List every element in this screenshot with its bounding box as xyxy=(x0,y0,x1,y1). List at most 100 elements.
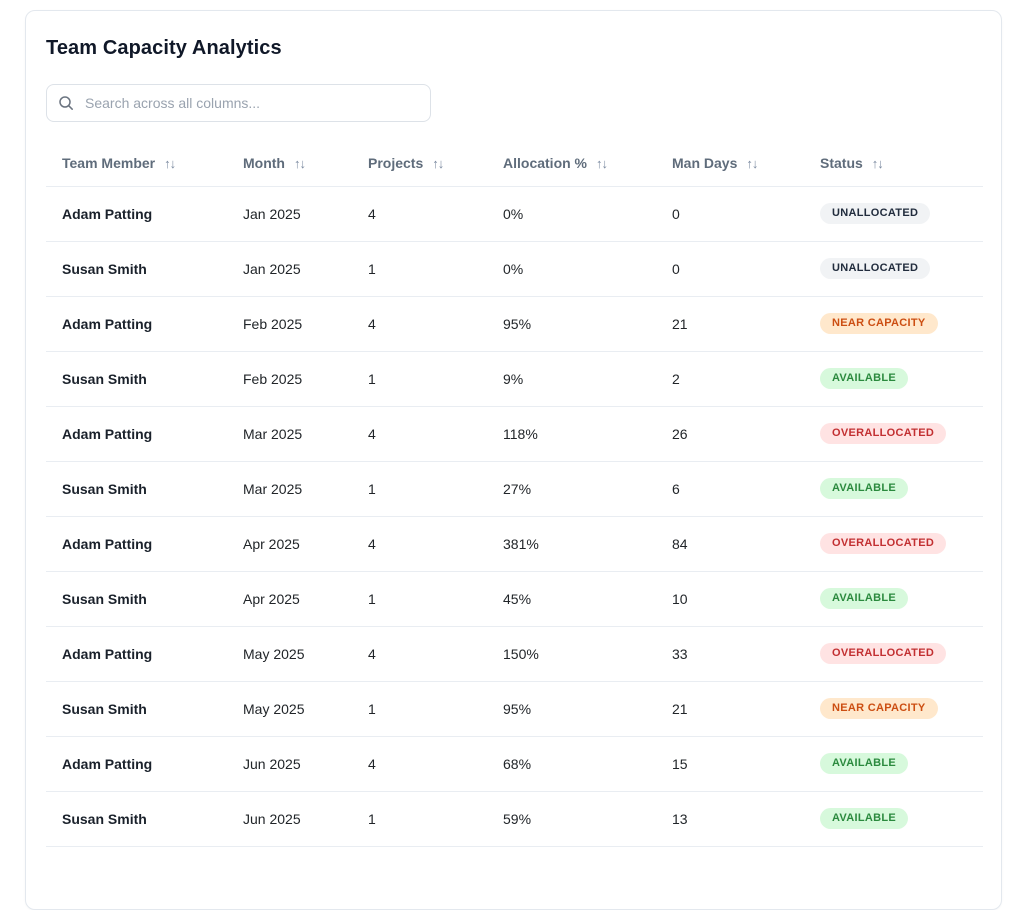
cell-man-days: 13 xyxy=(672,810,688,827)
cell-status: UNALLOCATED xyxy=(804,186,983,241)
cell-allocation: 45% xyxy=(503,590,532,607)
cell-projects: 1 xyxy=(368,370,376,387)
cell-man-days: 21 xyxy=(672,700,688,717)
cell-projects: 4 xyxy=(368,315,376,332)
cell-projects: 4 xyxy=(368,425,376,442)
cell-projects: 4 xyxy=(368,205,376,222)
cell-team-member: Susan Smith xyxy=(62,590,147,607)
cell-month: Apr 2025 xyxy=(243,535,300,552)
table-row: Adam Patting Jun 2025 4 68% 15 AVAILABLE xyxy=(46,736,983,791)
cell-status: AVAILABLE xyxy=(804,571,983,626)
cell-man-days: 2 xyxy=(672,370,680,387)
cell-status: NEAR CAPACITY xyxy=(804,681,983,736)
cell-man-days: 0 xyxy=(672,205,680,222)
cell-team-member: Susan Smith xyxy=(62,370,147,387)
table-row: Susan Smith Apr 2025 1 45% 10 AVAILABLE xyxy=(46,571,983,626)
cell-team-member: Susan Smith xyxy=(62,260,147,277)
sort-icon[interactable]: ↑↓ xyxy=(164,155,176,171)
cell-man-days: 84 xyxy=(672,535,688,552)
column-label: Allocation % xyxy=(503,154,588,171)
status-badge: AVAILABLE xyxy=(820,478,909,499)
cell-month: Jun 2025 xyxy=(243,755,301,772)
column-label: Man Days xyxy=(672,154,738,171)
cell-team-member: Susan Smith xyxy=(62,810,147,827)
cell-status: OVERALLOCATED xyxy=(804,516,983,571)
column-header-month[interactable]: Month ↑↓ xyxy=(227,140,352,186)
cell-team-member: Adam Patting xyxy=(62,425,153,442)
status-badge: AVAILABLE xyxy=(820,753,909,774)
cell-allocation: 381% xyxy=(503,535,539,552)
cell-man-days: 33 xyxy=(672,645,688,662)
table-header-row: Team Member ↑↓ Month ↑↓ Projects ↑↓ Allocat… xyxy=(46,140,983,186)
capacity-analytics-card: Team Capacity Analytics Team Member ↑↓ Mo… xyxy=(25,10,1002,910)
cell-man-days: 15 xyxy=(672,755,688,772)
column-label: Projects xyxy=(368,154,424,171)
cell-projects: 1 xyxy=(368,480,376,497)
sort-icon[interactable]: ↑↓ xyxy=(871,155,884,171)
table-row: Susan Smith Jun 2025 1 59% 13 AVAILABLE xyxy=(46,791,983,846)
cell-status: OVERALLOCATED xyxy=(804,626,983,681)
status-badge: OVERALLOCATED xyxy=(820,533,947,554)
column-header-team-member[interactable]: Team Member ↑↓ xyxy=(46,140,227,186)
cell-status: AVAILABLE xyxy=(804,791,983,846)
status-badge: OVERALLOCATED xyxy=(820,423,947,444)
cell-team-member: Adam Patting xyxy=(62,645,153,662)
cell-allocation: 27% xyxy=(503,480,532,497)
cell-projects: 1 xyxy=(368,700,376,717)
cell-projects: 4 xyxy=(368,645,376,662)
column-header-projects[interactable]: Projects ↑↓ xyxy=(352,140,487,186)
cell-projects: 1 xyxy=(368,590,376,607)
table-row: Susan Smith May 2025 1 95% 21 NEAR CAPAC… xyxy=(46,681,983,736)
table-row: Susan Smith Mar 2025 1 27% 6 AVAILABLE xyxy=(46,461,983,516)
cell-allocation: 95% xyxy=(503,700,532,717)
status-badge: NEAR CAPACITY xyxy=(820,698,938,719)
cell-status: UNALLOCATED xyxy=(804,241,983,296)
cell-month: Jan 2025 xyxy=(243,205,301,222)
cell-team-member: Adam Patting xyxy=(62,535,153,552)
column-header-allocation[interactable]: Allocation % ↑↓ xyxy=(487,140,656,186)
cell-status: AVAILABLE xyxy=(804,461,983,516)
cell-team-member: Susan Smith xyxy=(62,480,147,497)
column-header-man-days[interactable]: Man Days ↑↓ xyxy=(656,140,804,186)
cell-man-days: 10 xyxy=(672,590,688,607)
table-row: Adam Patting Mar 2025 4 118% 26 OVERALLO… xyxy=(46,406,983,461)
cell-status: NEAR CAPACITY xyxy=(804,296,983,351)
cell-month: May 2025 xyxy=(243,645,305,662)
cell-man-days: 21 xyxy=(672,315,688,332)
cell-month: Mar 2025 xyxy=(243,480,303,497)
cell-allocation: 59% xyxy=(503,810,532,827)
search-icon xyxy=(59,96,73,110)
sort-icon[interactable]: ↑↓ xyxy=(596,155,608,171)
cell-status: AVAILABLE xyxy=(804,351,983,406)
cell-man-days: 26 xyxy=(672,425,688,442)
table-row: Susan Smith Jan 2025 1 0% 0 UNALLOCATED xyxy=(46,241,983,296)
column-label: Status xyxy=(820,154,863,171)
cell-team-member: Adam Patting xyxy=(62,315,153,332)
cell-allocation: 68% xyxy=(503,755,532,772)
status-badge: AVAILABLE xyxy=(820,808,909,829)
cell-month: Feb 2025 xyxy=(243,315,303,332)
cell-month: Feb 2025 xyxy=(243,370,303,387)
cell-month: Jan 2025 xyxy=(243,260,301,277)
search-input[interactable] xyxy=(46,84,431,122)
page-title: Team Capacity Analytics xyxy=(46,37,282,59)
cell-month: Mar 2025 xyxy=(243,425,303,442)
cell-projects: 4 xyxy=(368,535,376,552)
table-row: Adam Patting Apr 2025 4 381% 84 OVERALLO… xyxy=(46,516,983,571)
cell-projects: 4 xyxy=(368,755,376,772)
cell-allocation: 9% xyxy=(503,370,524,387)
sort-icon[interactable]: ↑↓ xyxy=(293,155,306,171)
status-badge: UNALLOCATED xyxy=(820,258,931,279)
cell-team-member: Susan Smith xyxy=(62,700,147,717)
status-badge: OVERALLOCATED xyxy=(820,643,947,664)
cell-month: May 2025 xyxy=(243,700,305,717)
cell-team-member: Adam Patting xyxy=(62,755,153,772)
status-badge: AVAILABLE xyxy=(820,588,909,609)
sort-icon[interactable]: ↑↓ xyxy=(746,155,758,171)
cell-allocation: 0% xyxy=(503,205,524,222)
cell-allocation: 118% xyxy=(503,425,538,442)
table-row: Adam Patting Feb 2025 4 95% 21 NEAR CAPA… xyxy=(46,296,983,351)
column-header-status[interactable]: Status ↑↓ xyxy=(804,140,983,186)
sort-icon[interactable]: ↑↓ xyxy=(432,155,444,171)
column-label: Month xyxy=(243,154,285,171)
